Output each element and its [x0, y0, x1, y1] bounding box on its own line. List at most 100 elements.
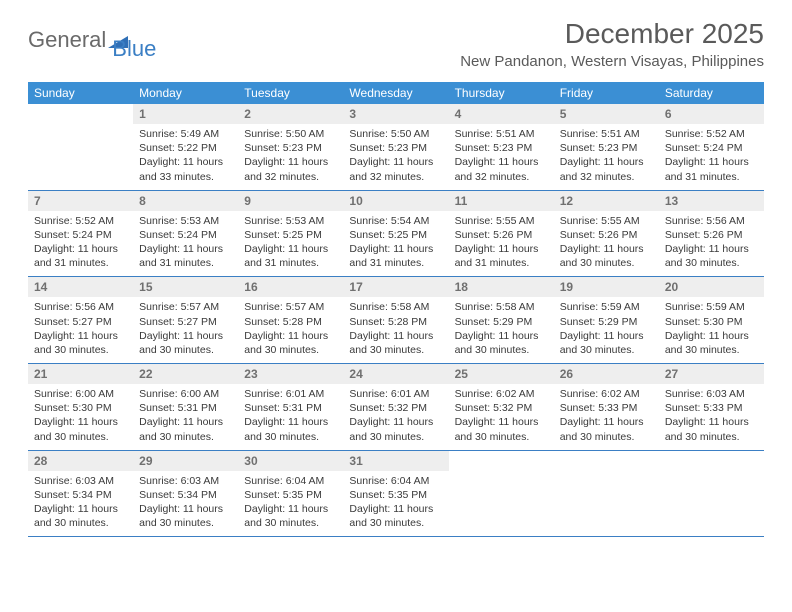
- day-details: Sunrise: 5:58 AMSunset: 5:29 PMDaylight:…: [449, 297, 554, 363]
- day-number: 31: [343, 451, 448, 471]
- day-cell: 5Sunrise: 5:51 AMSunset: 5:23 PMDaylight…: [554, 104, 659, 190]
- day-details: Sunrise: 5:56 AMSunset: 5:27 PMDaylight:…: [28, 297, 133, 363]
- day-number: 12: [554, 191, 659, 211]
- day-number: 14: [28, 277, 133, 297]
- day-cell: 24Sunrise: 6:01 AMSunset: 5:32 PMDayligh…: [343, 364, 448, 451]
- day-number: 26: [554, 364, 659, 384]
- weekday-header-row: SundayMondayTuesdayWednesdayThursdayFrid…: [28, 82, 764, 104]
- day-cell: [659, 450, 764, 537]
- day-number: 4: [449, 104, 554, 124]
- weekday-monday: Monday: [133, 82, 238, 104]
- day-number: 24: [343, 364, 448, 384]
- day-details: Sunrise: 5:53 AMSunset: 5:25 PMDaylight:…: [238, 211, 343, 277]
- day-details: Sunrise: 5:50 AMSunset: 5:23 PMDaylight:…: [238, 124, 343, 190]
- day-details: Sunrise: 5:50 AMSunset: 5:23 PMDaylight:…: [343, 124, 448, 190]
- day-details: Sunrise: 5:59 AMSunset: 5:30 PMDaylight:…: [659, 297, 764, 363]
- week-row: 14Sunrise: 5:56 AMSunset: 5:27 PMDayligh…: [28, 277, 764, 364]
- day-cell: 17Sunrise: 5:58 AMSunset: 5:28 PMDayligh…: [343, 277, 448, 364]
- day-details: Sunrise: 5:51 AMSunset: 5:23 PMDaylight:…: [554, 124, 659, 190]
- day-cell: 21Sunrise: 6:00 AMSunset: 5:30 PMDayligh…: [28, 364, 133, 451]
- day-cell: 2Sunrise: 5:50 AMSunset: 5:23 PMDaylight…: [238, 104, 343, 190]
- day-number: 5: [554, 104, 659, 124]
- day-cell: 9Sunrise: 5:53 AMSunset: 5:25 PMDaylight…: [238, 190, 343, 277]
- day-details: Sunrise: 6:00 AMSunset: 5:30 PMDaylight:…: [28, 384, 133, 450]
- day-number: 23: [238, 364, 343, 384]
- day-cell: 1Sunrise: 5:49 AMSunset: 5:22 PMDaylight…: [133, 104, 238, 190]
- day-details: Sunrise: 5:49 AMSunset: 5:22 PMDaylight:…: [133, 124, 238, 190]
- day-number: 16: [238, 277, 343, 297]
- weekday-tuesday: Tuesday: [238, 82, 343, 104]
- weekday-thursday: Thursday: [449, 82, 554, 104]
- day-number: 30: [238, 451, 343, 471]
- day-details: Sunrise: 6:02 AMSunset: 5:33 PMDaylight:…: [554, 384, 659, 450]
- day-details: Sunrise: 5:56 AMSunset: 5:26 PMDaylight:…: [659, 211, 764, 277]
- day-number: 6: [659, 104, 764, 124]
- day-cell: 26Sunrise: 6:02 AMSunset: 5:33 PMDayligh…: [554, 364, 659, 451]
- calendar-body: 1Sunrise: 5:49 AMSunset: 5:22 PMDaylight…: [28, 104, 764, 537]
- day-details: Sunrise: 5:55 AMSunset: 5:26 PMDaylight:…: [554, 211, 659, 277]
- day-number: 11: [449, 191, 554, 211]
- day-cell: 10Sunrise: 5:54 AMSunset: 5:25 PMDayligh…: [343, 190, 448, 277]
- day-details: Sunrise: 5:55 AMSunset: 5:26 PMDaylight:…: [449, 211, 554, 277]
- day-cell: 19Sunrise: 5:59 AMSunset: 5:29 PMDayligh…: [554, 277, 659, 364]
- day-details: Sunrise: 5:57 AMSunset: 5:28 PMDaylight:…: [238, 297, 343, 363]
- day-details: Sunrise: 5:59 AMSunset: 5:29 PMDaylight:…: [554, 297, 659, 363]
- week-row: 1Sunrise: 5:49 AMSunset: 5:22 PMDaylight…: [28, 104, 764, 190]
- day-number: 17: [343, 277, 448, 297]
- day-cell: 14Sunrise: 5:56 AMSunset: 5:27 PMDayligh…: [28, 277, 133, 364]
- weekday-saturday: Saturday: [659, 82, 764, 104]
- logo-word-2: Blue: [112, 36, 156, 62]
- day-number: 13: [659, 191, 764, 211]
- day-cell: 4Sunrise: 5:51 AMSunset: 5:23 PMDaylight…: [449, 104, 554, 190]
- day-cell: [449, 450, 554, 537]
- day-cell: 16Sunrise: 5:57 AMSunset: 5:28 PMDayligh…: [238, 277, 343, 364]
- day-cell: 11Sunrise: 5:55 AMSunset: 5:26 PMDayligh…: [449, 190, 554, 277]
- day-details: Sunrise: 6:03 AMSunset: 5:34 PMDaylight:…: [133, 471, 238, 537]
- day-cell: 22Sunrise: 6:00 AMSunset: 5:31 PMDayligh…: [133, 364, 238, 451]
- day-number: 21: [28, 364, 133, 384]
- day-details: Sunrise: 6:03 AMSunset: 5:34 PMDaylight:…: [28, 471, 133, 537]
- weekday-sunday: Sunday: [28, 82, 133, 104]
- day-number: 19: [554, 277, 659, 297]
- week-row: 21Sunrise: 6:00 AMSunset: 5:30 PMDayligh…: [28, 364, 764, 451]
- week-row: 28Sunrise: 6:03 AMSunset: 5:34 PMDayligh…: [28, 450, 764, 537]
- weekday-wednesday: Wednesday: [343, 82, 448, 104]
- day-details: Sunrise: 5:57 AMSunset: 5:27 PMDaylight:…: [133, 297, 238, 363]
- location-text: New Pandanon, Western Visayas, Philippin…: [460, 53, 764, 70]
- day-number: 1: [133, 104, 238, 124]
- day-cell: 30Sunrise: 6:04 AMSunset: 5:35 PMDayligh…: [238, 450, 343, 537]
- day-number: 15: [133, 277, 238, 297]
- day-details: Sunrise: 6:04 AMSunset: 5:35 PMDaylight:…: [238, 471, 343, 537]
- day-cell: 15Sunrise: 5:57 AMSunset: 5:27 PMDayligh…: [133, 277, 238, 364]
- day-number: 25: [449, 364, 554, 384]
- day-number: 28: [28, 451, 133, 471]
- title-block: December 2025 New Pandanon, Western Visa…: [460, 18, 764, 70]
- day-cell: 8Sunrise: 5:53 AMSunset: 5:24 PMDaylight…: [133, 190, 238, 277]
- logo: General Blue: [28, 18, 156, 62]
- weekday-friday: Friday: [554, 82, 659, 104]
- day-details: Sunrise: 5:52 AMSunset: 5:24 PMDaylight:…: [28, 211, 133, 277]
- day-number: 20: [659, 277, 764, 297]
- logo-word-1: General: [28, 27, 106, 53]
- calendar-table: SundayMondayTuesdayWednesdayThursdayFrid…: [28, 82, 764, 537]
- day-cell: 20Sunrise: 5:59 AMSunset: 5:30 PMDayligh…: [659, 277, 764, 364]
- day-cell: [28, 104, 133, 190]
- day-number: 8: [133, 191, 238, 211]
- day-number: 3: [343, 104, 448, 124]
- day-details: Sunrise: 6:02 AMSunset: 5:32 PMDaylight:…: [449, 384, 554, 450]
- day-cell: 7Sunrise: 5:52 AMSunset: 5:24 PMDaylight…: [28, 190, 133, 277]
- day-cell: 3Sunrise: 5:50 AMSunset: 5:23 PMDaylight…: [343, 104, 448, 190]
- week-row: 7Sunrise: 5:52 AMSunset: 5:24 PMDaylight…: [28, 190, 764, 277]
- page-header: General Blue December 2025 New Pandanon,…: [0, 0, 792, 74]
- day-details: Sunrise: 6:01 AMSunset: 5:31 PMDaylight:…: [238, 384, 343, 450]
- day-number: 7: [28, 191, 133, 211]
- day-cell: 29Sunrise: 6:03 AMSunset: 5:34 PMDayligh…: [133, 450, 238, 537]
- day-number: 2: [238, 104, 343, 124]
- day-number: 27: [659, 364, 764, 384]
- day-cell: 31Sunrise: 6:04 AMSunset: 5:35 PMDayligh…: [343, 450, 448, 537]
- day-number: 18: [449, 277, 554, 297]
- day-cell: 18Sunrise: 5:58 AMSunset: 5:29 PMDayligh…: [449, 277, 554, 364]
- day-cell: 6Sunrise: 5:52 AMSunset: 5:24 PMDaylight…: [659, 104, 764, 190]
- day-details: Sunrise: 5:58 AMSunset: 5:28 PMDaylight:…: [343, 297, 448, 363]
- month-title: December 2025: [460, 18, 764, 50]
